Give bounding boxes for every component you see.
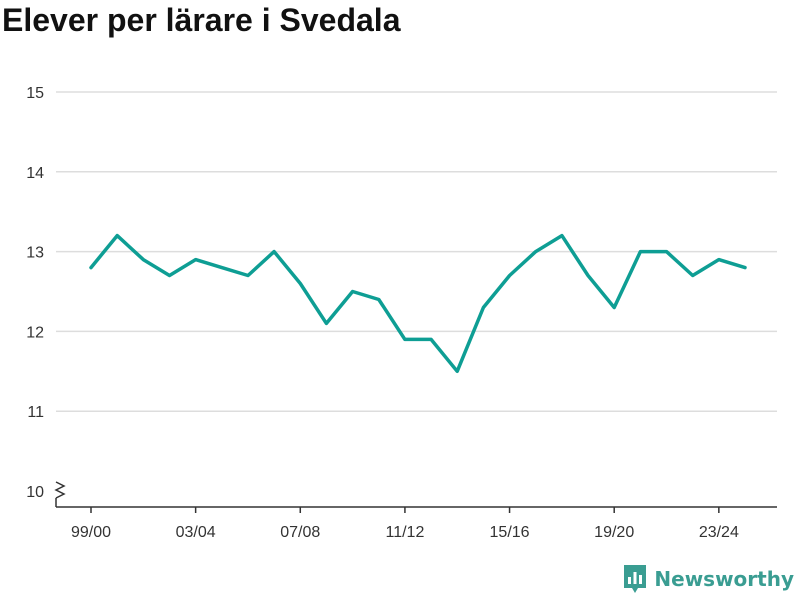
y-axis: 10 11 12 13 14 15 [26, 85, 66, 507]
y-tick-label: 15 [26, 85, 44, 102]
series-line [89, 233, 747, 374]
x-tick-label: 19/20 [594, 524, 634, 541]
y-tick-label: 13 [26, 245, 44, 262]
x-tick-label: 11/12 [385, 524, 424, 541]
x-tick-label: 15/16 [490, 524, 530, 541]
y-tick-label: 14 [26, 165, 44, 182]
x-axis: 99/00 03/04 07/08 11/12 15/16 19/20 23/24 [56, 506, 777, 541]
x-tick-label: 23/24 [699, 524, 739, 541]
chart-title: Elever per lärare i Svedala [2, 2, 401, 38]
y-tick-label: 12 [26, 324, 44, 341]
y-axis-break [54, 481, 66, 499]
y-tick-label: 11 [27, 404, 44, 421]
x-tick-label: 07/08 [280, 524, 320, 541]
y-tick-label: 10 [26, 484, 44, 501]
brand-logo: Newsworthy [623, 564, 794, 594]
newsworthy-logo-icon [624, 565, 647, 593]
x-tick-label: 03/04 [176, 524, 216, 541]
x-tick-label: 99/00 [71, 524, 111, 541]
plot-area [89, 233, 747, 374]
brand-name: Newsworthy [654, 567, 794, 591]
